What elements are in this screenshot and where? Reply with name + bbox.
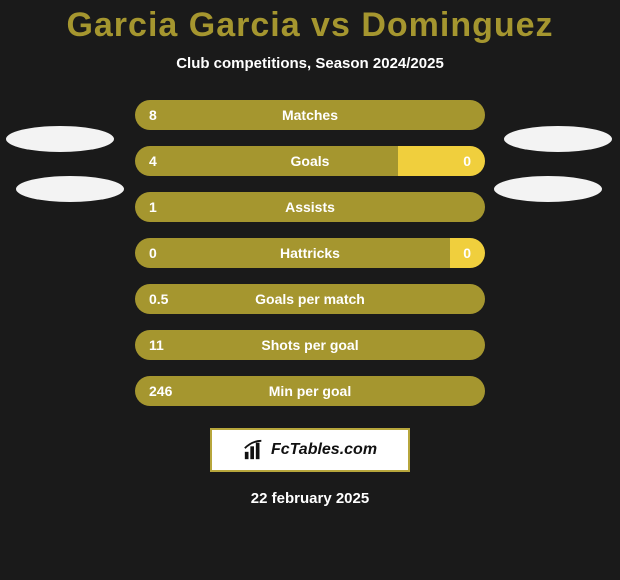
decorative-ellipse <box>494 176 602 202</box>
stat-value-player2: 0 <box>463 238 471 268</box>
stat-row: Min per goal246 <box>135 376 485 406</box>
stat-bar-player1 <box>135 284 485 314</box>
stat-value-player1: 4 <box>149 146 157 176</box>
stat-row: Shots per goal11 <box>135 330 485 360</box>
stat-bar-player1 <box>135 330 485 360</box>
stat-value-player1: 0.5 <box>149 284 168 314</box>
stat-row: Hattricks00 <box>135 238 485 268</box>
comparison-title: Garcia Garcia vs Dominguez <box>0 0 620 45</box>
stat-value-player2: 0 <box>463 146 471 176</box>
stat-bar-player1 <box>135 238 450 268</box>
stat-bar-player1 <box>135 146 398 176</box>
decorative-ellipse <box>16 176 124 202</box>
stat-value-player1: 8 <box>149 100 157 130</box>
comparison-subtitle: Club competitions, Season 2024/2025 <box>0 55 620 72</box>
brand-text: FcTables.com <box>271 441 377 459</box>
stat-value-player1: 246 <box>149 376 172 406</box>
stat-bar-player1 <box>135 192 485 222</box>
decorative-ellipse <box>6 126 114 152</box>
footer-date: 22 february 2025 <box>0 490 620 507</box>
stat-value-player1: 11 <box>149 330 164 360</box>
stat-row: Matches8 <box>135 100 485 130</box>
stat-row: Goals per match0.5 <box>135 284 485 314</box>
decorative-ellipse <box>504 126 612 152</box>
stats-chart: Matches8Goals40Assists1Hattricks00Goals … <box>0 100 620 406</box>
brand-badge[interactable]: FcTables.com <box>210 428 410 472</box>
chart-bars-icon <box>243 439 265 461</box>
stat-row: Goals40 <box>135 146 485 176</box>
stat-bar-player1 <box>135 376 485 406</box>
stat-value-player1: 1 <box>149 192 157 222</box>
stat-value-player1: 0 <box>149 238 157 268</box>
stat-bar-player2 <box>398 146 486 176</box>
stat-row: Assists1 <box>135 192 485 222</box>
stat-bar-player1 <box>135 100 485 130</box>
